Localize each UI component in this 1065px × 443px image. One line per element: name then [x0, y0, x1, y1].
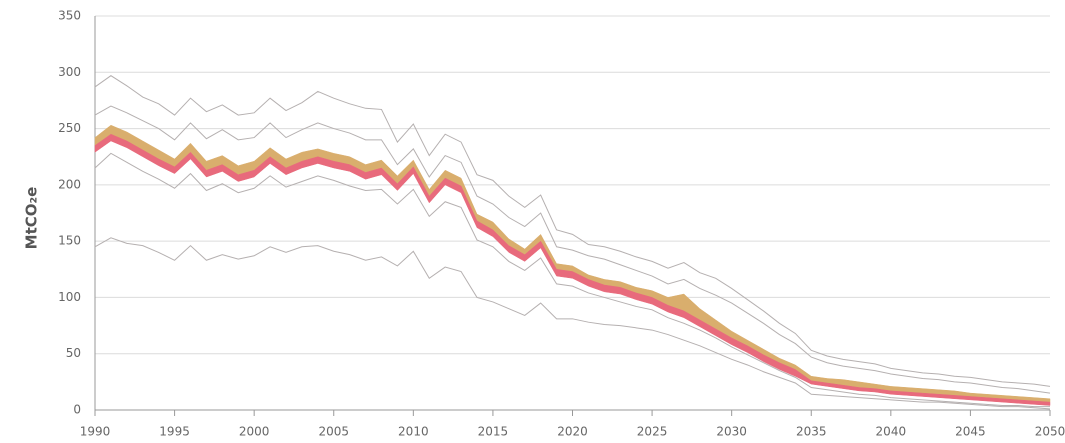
x-tick-label: 1990 [80, 425, 111, 439]
x-tick-label: 2015 [478, 425, 509, 439]
series-line [94, 75, 1051, 387]
y-tick-label: 0 [73, 403, 81, 417]
x-tick-label: 1995 [159, 425, 190, 439]
x-tick-label: 2045 [955, 425, 986, 439]
y-axis-title: MtCO₂e [23, 187, 41, 250]
y-tick-label: 50 [66, 346, 81, 360]
y-tick-label: 250 [58, 121, 81, 135]
x-tick-label: 2035 [796, 425, 827, 439]
x-tick-label: 2010 [398, 425, 429, 439]
x-tick-label: 2050 [1035, 425, 1065, 439]
y-tick-label: 350 [58, 9, 81, 23]
x-tick-label: 2005 [318, 425, 349, 439]
y-tick-label: 150 [58, 234, 81, 248]
y-tick-label: 100 [58, 290, 81, 304]
series-line [94, 105, 1051, 394]
x-tick-label: 2040 [876, 425, 907, 439]
y-tick-label: 200 [58, 177, 81, 191]
x-tick-label: 2030 [716, 425, 747, 439]
band-area [94, 133, 1051, 406]
x-tick-label: 2025 [637, 425, 668, 439]
band-area [94, 124, 1051, 403]
x-tick-label: 2000 [239, 425, 270, 439]
series-line [94, 152, 1050, 408]
y-tick-label: 300 [58, 65, 81, 79]
x-tick-label: 2020 [557, 425, 588, 439]
series-line [94, 237, 1051, 410]
